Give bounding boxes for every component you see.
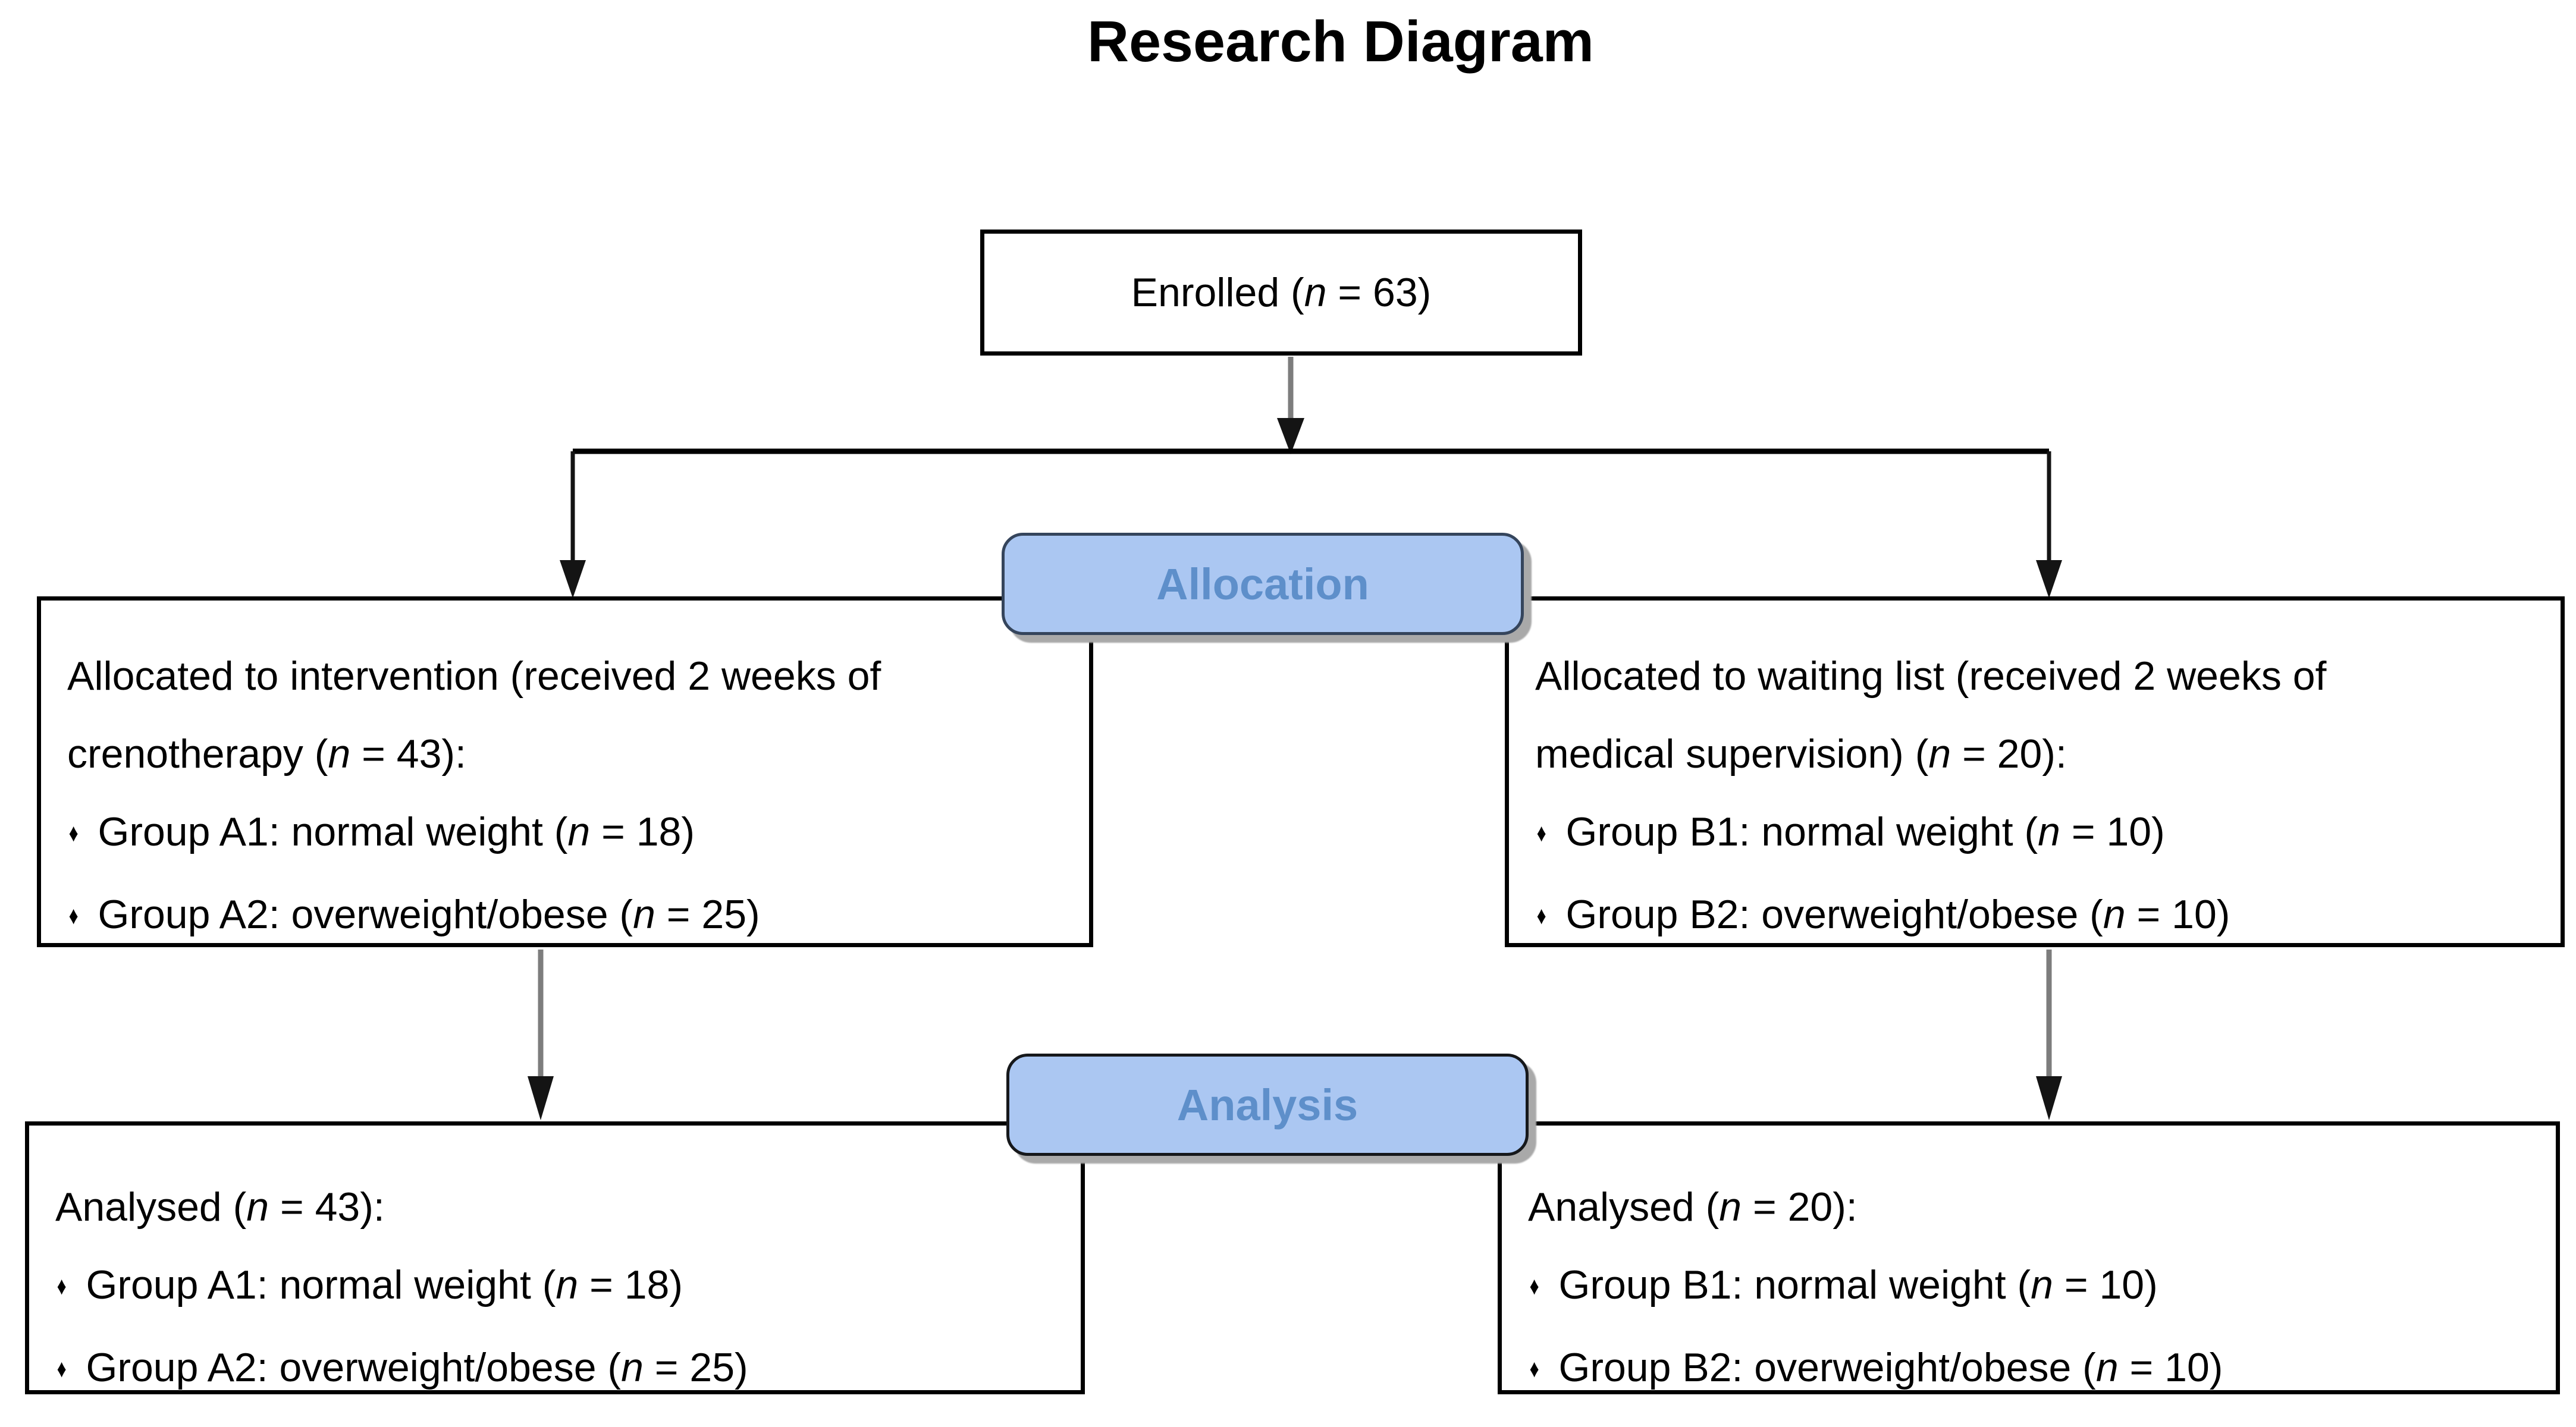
enrolled-arrow-head-icon [1277, 418, 1304, 454]
line-text: = 25) [643, 1345, 748, 1390]
text-line: ♦ Group A1: normal weight (n = 18) [55, 1246, 1063, 1329]
line-text: medical supervision) ( [1535, 731, 1929, 777]
enrolled-box-text: Enrolled (n = 63) [984, 254, 1578, 332]
line-text: = 43): [350, 731, 466, 777]
line-text: = 25) [655, 892, 760, 937]
right-drop-arrow-head-icon [2036, 560, 2062, 598]
allocation-intervention-text: Allocated to intervention (received 2 we… [41, 601, 1089, 958]
analysed-waiting-list-text: Analysed (n = 20): ♦ Group B1: normal weig… [1502, 1126, 2556, 1412]
line-text: = 18) [590, 809, 695, 854]
left-analysis-arrow-head-icon [528, 1076, 554, 1120]
analysed-intervention-box: Analysed (n = 43): ♦ Group A1: normal weig… [25, 1121, 1085, 1394]
text-line: crenotherapy (n = 43): [67, 715, 1071, 793]
text-line: ♦ Group B2: overweight/obese (n = 10) [1535, 876, 2543, 958]
line-text: Analysed ( [1528, 1184, 1720, 1230]
line-text: Group B1: normal weight ( [1558, 1262, 2031, 1307]
sample-size-variable: n [2038, 809, 2060, 854]
line-text: crenotherapy ( [67, 731, 328, 777]
sample-size-variable: n [2095, 1345, 2119, 1390]
right-analysis-arrow-head-icon [2036, 1076, 2062, 1120]
analysis-stage-pill: Analysis [1006, 1054, 1529, 1156]
text-line: ♦ Group B2: overweight/obese (n = 10) [1528, 1329, 2538, 1412]
line-text: = 63) [1326, 269, 1432, 315]
bullet-diamond-icon: ♦ [57, 1354, 67, 1382]
allocation-stage-label: Allocation [1156, 559, 1369, 609]
allocation-waiting-list-text: Allocated to waiting list (received 2 we… [1509, 601, 2561, 958]
sample-size-variable: n [633, 892, 655, 937]
line-text: Group A2: overweight/obese ( [86, 1345, 622, 1390]
page-title: Research Diagram [1087, 9, 1594, 74]
line-text: Group A2: overweight/obese ( [98, 892, 633, 937]
sample-size-variable: n [1719, 1184, 1742, 1230]
sample-size-variable: n [567, 809, 591, 854]
line-text: = 10) [2118, 1345, 2223, 1390]
sample-size-variable: n [246, 1184, 269, 1230]
bullet-diamond-icon: ♦ [68, 819, 79, 847]
line-text: Allocated to intervention (received 2 we… [67, 653, 881, 699]
allocation-stage-pill: Allocation [1002, 533, 1524, 635]
bullet-diamond-icon: ♦ [1536, 901, 1546, 929]
sample-size-variable: n [1928, 731, 1951, 777]
enrolled-box: Enrolled (n = 63) [980, 230, 1582, 356]
analysed-intervention-text: Analysed (n = 43): ♦ Group A1: normal weig… [29, 1126, 1081, 1412]
line-text: = 10) [2125, 892, 2230, 937]
bullet-diamond-icon: ♦ [57, 1272, 67, 1300]
line-text: = 10) [2053, 1262, 2158, 1307]
sample-size-variable: n [2103, 892, 2126, 937]
text-line: medical supervision) (n = 20): [1535, 715, 2543, 793]
sample-size-variable: n [1304, 269, 1327, 315]
analysed-waiting-list-box: Analysed (n = 20): ♦ Group B1: normal weig… [1498, 1121, 2560, 1394]
left-drop-arrow-head-icon [560, 560, 586, 598]
analysis-stage-label: Analysis [1176, 1080, 1358, 1130]
line-text: = 18) [578, 1262, 683, 1307]
text-line: ♦ Group B1: normal weight (n = 10) [1528, 1246, 2538, 1329]
text-line: Enrolled (n = 63) [984, 254, 1578, 332]
line-text: = 20): [1742, 1184, 1858, 1230]
sample-size-variable: n [556, 1262, 579, 1307]
sample-size-variable: n [328, 731, 351, 777]
line-text: = 43): [269, 1184, 385, 1230]
text-line: Analysed (n = 43): [55, 1168, 1063, 1246]
line-text: Group A1: normal weight ( [98, 809, 568, 854]
text-line: Allocated to waiting list (received 2 we… [1535, 637, 2543, 715]
line-text: Group B2: overweight/obese ( [1565, 892, 2103, 937]
text-line: ♦ Group B1: normal weight (n = 10) [1535, 793, 2543, 876]
sample-size-variable: n [2031, 1262, 2053, 1307]
bullet-diamond-icon: ♦ [68, 901, 79, 929]
allocation-waiting-list-box: Allocated to waiting list (received 2 we… [1505, 596, 2565, 947]
line-text: Group B1: normal weight ( [1565, 809, 2038, 854]
line-text: = 20): [1951, 731, 2067, 777]
line-text: Allocated to waiting list (received 2 we… [1535, 653, 2327, 699]
bullet-diamond-icon: ♦ [1529, 1354, 1539, 1382]
line-text: Analysed ( [55, 1184, 247, 1230]
line-text: Group B2: overweight/obese ( [1558, 1345, 2096, 1390]
sample-size-variable: n [621, 1345, 644, 1390]
text-line: ♦ Group A2: overweight/obese (n = 25) [67, 876, 1071, 958]
line-text: Enrolled ( [1131, 269, 1304, 315]
line-text: = 10) [2060, 809, 2165, 854]
line-text: Group A1: normal weight ( [86, 1262, 556, 1307]
text-line: Analysed (n = 20): [1528, 1168, 2538, 1246]
bullet-diamond-icon: ♦ [1536, 819, 1546, 847]
text-line: ♦ Group A2: overweight/obese (n = 25) [55, 1329, 1063, 1412]
bullet-diamond-icon: ♦ [1529, 1272, 1539, 1300]
text-line: Allocated to intervention (received 2 we… [67, 637, 1071, 715]
text-line: ♦ Group A1: normal weight (n = 18) [67, 793, 1071, 876]
allocation-intervention-box: Allocated to intervention (received 2 we… [37, 596, 1093, 947]
